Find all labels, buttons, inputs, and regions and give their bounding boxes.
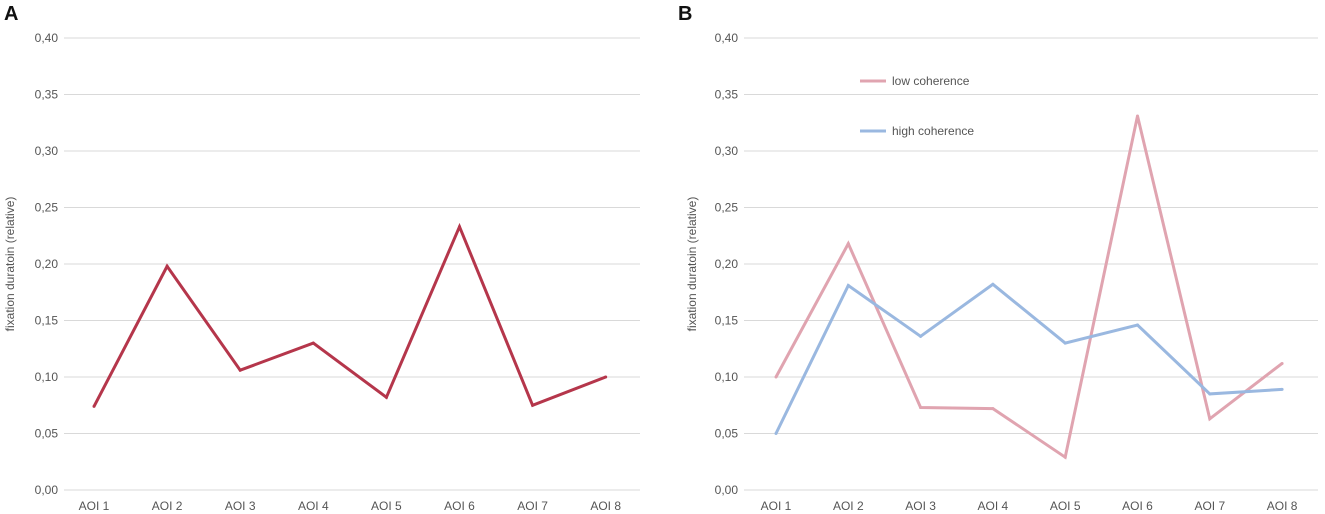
y-tick-label: 0,25 bbox=[715, 201, 739, 215]
y-axis-label: fixation duratoin (relative) bbox=[3, 197, 17, 332]
y-tick-label: 0,00 bbox=[715, 483, 739, 497]
data-point bbox=[1208, 392, 1212, 396]
x-tick-label: AOI 7 bbox=[1194, 499, 1225, 513]
x-tick-label: AOI 5 bbox=[371, 499, 402, 513]
data-point bbox=[384, 395, 388, 399]
data-point bbox=[311, 341, 315, 345]
data-point bbox=[1280, 361, 1284, 365]
x-tick-label: AOI 6 bbox=[444, 499, 475, 513]
y-tick-label: 0,35 bbox=[715, 88, 739, 102]
x-tick-label: AOI 4 bbox=[978, 499, 1009, 513]
chart-panel-b: B 0,00 0,05 0,10 0,15 0,20 0,25 0,30 0,35 0,40 fix… bbox=[678, 3, 1318, 513]
series-line-low-coherence bbox=[774, 115, 1284, 460]
data-point bbox=[991, 407, 995, 411]
y-tick-label: 0,25 bbox=[35, 201, 59, 215]
x-tick-label: AOI 1 bbox=[79, 499, 110, 513]
x-tick-label: AOI 1 bbox=[761, 499, 792, 513]
data-point bbox=[531, 403, 535, 407]
data-point bbox=[846, 283, 850, 287]
data-point bbox=[991, 282, 995, 286]
y-tick-label: 0,15 bbox=[715, 314, 739, 328]
series-line-high-coherence bbox=[774, 282, 1283, 435]
x-tick-label: AOI 3 bbox=[905, 499, 936, 513]
data-point bbox=[238, 368, 242, 372]
data-point bbox=[92, 404, 96, 408]
y-tick-label: 0,00 bbox=[35, 483, 59, 497]
data-point bbox=[458, 225, 461, 229]
y-tick-label: 0,05 bbox=[715, 427, 739, 441]
data-point bbox=[1063, 455, 1067, 459]
data-point bbox=[846, 242, 850, 246]
y-tick-label: 0,15 bbox=[35, 314, 59, 328]
data-point bbox=[165, 264, 169, 268]
data-point bbox=[919, 334, 923, 338]
y-tick-label: 0,20 bbox=[35, 257, 59, 271]
y-tick-label: 0,10 bbox=[35, 370, 59, 384]
data-point bbox=[1136, 323, 1139, 327]
y-tick-label: 0,30 bbox=[715, 144, 739, 158]
data-point bbox=[919, 406, 923, 410]
y-tick-label: 0,10 bbox=[715, 370, 739, 384]
x-tick-label: AOI 2 bbox=[833, 499, 864, 513]
x-tick-label: AOI 8 bbox=[590, 499, 621, 513]
x-tick-label: AOI 5 bbox=[1050, 499, 1081, 513]
y-tick-label: 0,40 bbox=[715, 31, 739, 45]
y-tick-label: 0,30 bbox=[35, 144, 59, 158]
y-tick-label: 0,35 bbox=[35, 88, 59, 102]
legend-label: high coherence bbox=[892, 124, 974, 138]
x-tick-label: AOI 3 bbox=[225, 499, 256, 513]
x-tick-label: AOI 4 bbox=[298, 499, 329, 513]
y-tick-label: 0,20 bbox=[715, 257, 739, 271]
y-tick-label: 0,05 bbox=[35, 427, 59, 441]
data-point bbox=[1280, 387, 1284, 391]
x-tick-label: AOI 7 bbox=[517, 499, 548, 513]
data-point bbox=[774, 432, 778, 435]
x-tick-label: AOI 8 bbox=[1267, 499, 1298, 513]
data-point bbox=[1063, 341, 1067, 345]
data-point bbox=[604, 375, 608, 379]
series-line-overall bbox=[92, 222, 607, 408]
panel-label: A bbox=[4, 3, 18, 25]
y-axis-label: fixation duratoin (relative) bbox=[685, 197, 699, 332]
legend-label: low coherence bbox=[892, 74, 970, 88]
chart-panel-a: A 0,00 0,05 0,10 0,15 0,20 0,25 0,30 0,35 0,40 fix… bbox=[3, 3, 640, 513]
data-point bbox=[774, 375, 778, 379]
x-tick-label: AOI 6 bbox=[1122, 499, 1153, 513]
data-point bbox=[1208, 417, 1212, 421]
x-tick-label: AOI 2 bbox=[152, 499, 183, 513]
panel-label: B bbox=[678, 3, 692, 25]
y-tick-label: 0,40 bbox=[35, 31, 59, 45]
data-point bbox=[1136, 114, 1139, 118]
